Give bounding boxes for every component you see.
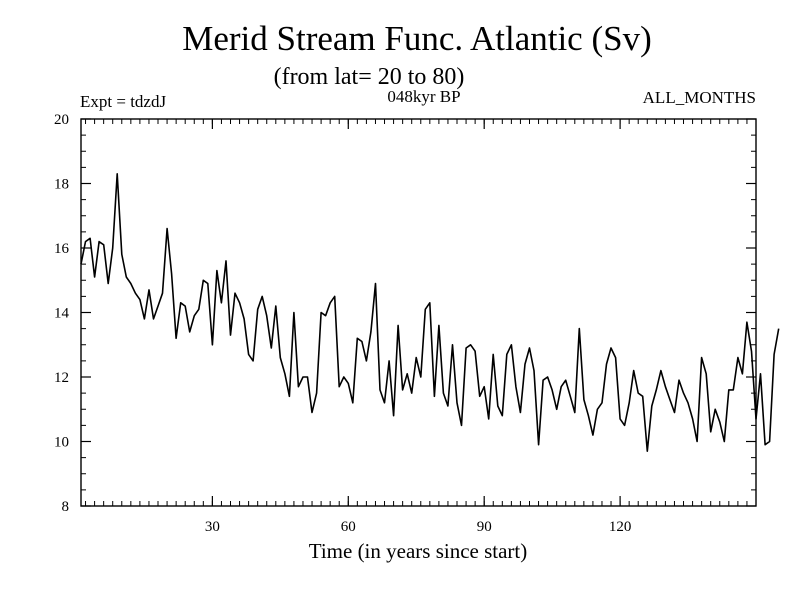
chart-subtitle: (from lat= 20 to 80): [274, 64, 465, 90]
x-axis-label: Time (in years since start): [309, 539, 528, 563]
y-tick-label: 20: [54, 112, 69, 128]
x-tick-label: 30: [205, 519, 220, 535]
chart-title: Merid Stream Func. Atlantic (Sv): [182, 19, 652, 58]
x-tick-label: 90: [477, 519, 492, 535]
y-tick-label: 8: [62, 499, 70, 515]
y-tick-label: 12: [54, 370, 69, 386]
y-tick-label: 16: [54, 241, 70, 257]
experiment-label: Expt = tdzdJ: [80, 92, 166, 111]
y-tick-label: 18: [54, 177, 69, 193]
data-series-line: [80, 173, 780, 453]
axes: 8 10 12 14 16 18 20 30 60 90 120: [54, 112, 757, 535]
x-tick-label: 120: [609, 519, 632, 535]
period-label: 048kyr BP: [387, 87, 460, 106]
y-tick-label: 14: [54, 306, 70, 322]
x-tick-label: 60: [341, 519, 356, 535]
y-tick-label: 10: [54, 435, 69, 451]
plot-frame: [80, 118, 757, 507]
months-label: ALL_MONTHS: [643, 88, 756, 107]
